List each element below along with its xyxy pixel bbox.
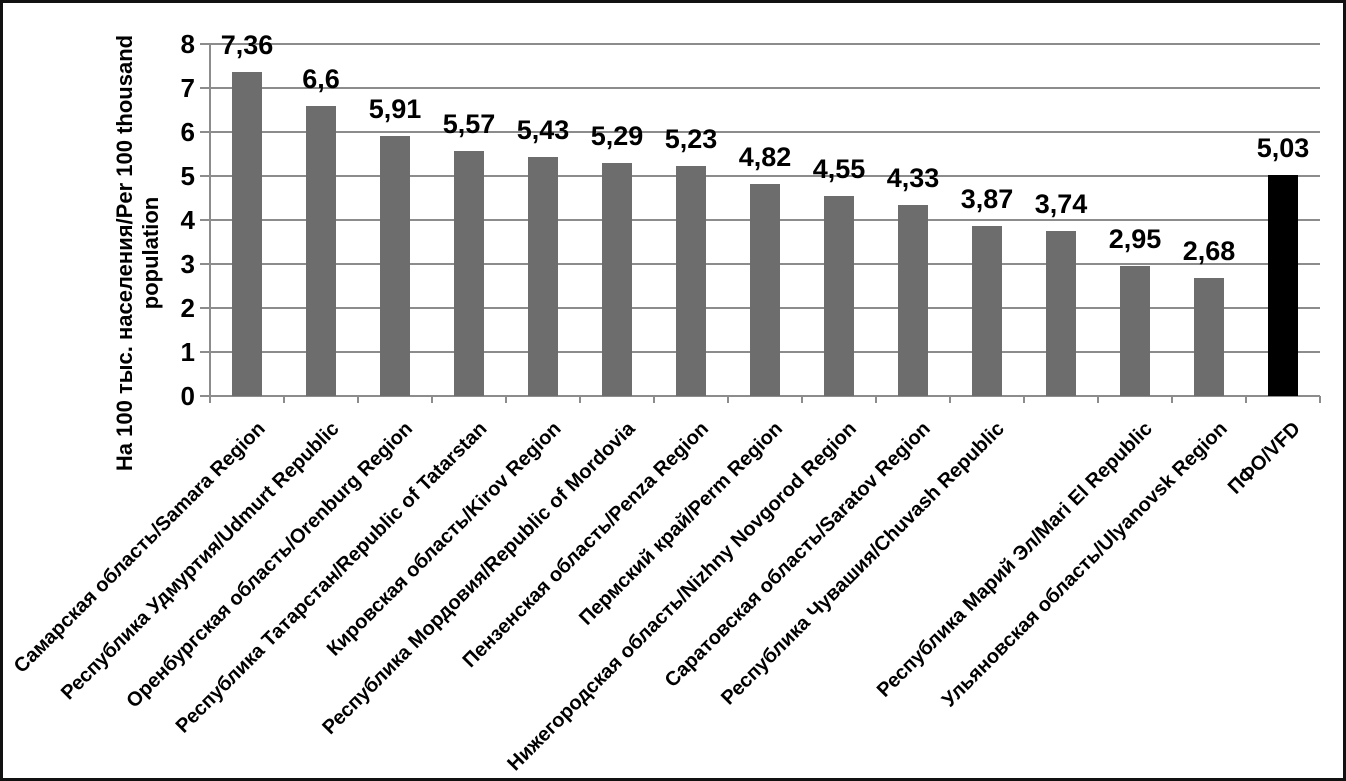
bar-value-label: 7,36 [220,30,274,60]
bar [1046,231,1076,396]
y-tick-label: 6 [180,117,195,147]
x-tick [505,396,507,403]
y-tick [200,263,210,265]
gridline [210,175,1320,177]
y-tick [200,307,210,309]
bar [750,184,780,396]
x-tick [949,396,951,403]
bar [306,106,336,396]
y-tick-label: 2 [180,293,195,323]
y-tick [200,219,210,221]
bar-value-label: 4,33 [886,163,940,193]
bar [898,205,928,396]
gridline [210,131,1320,133]
y-tick-label: 5 [180,161,195,191]
bar-value-label: 3,87 [960,184,1014,214]
x-tick [1097,396,1099,403]
bar-value-label: 2,95 [1108,224,1162,254]
x-tick [357,396,359,403]
y-tick [200,395,210,397]
y-tick [200,131,210,133]
gridline [210,87,1320,89]
x-tick [1171,396,1173,403]
bar [602,163,632,396]
bar [1120,266,1150,396]
y-tick [200,175,210,177]
x-tick [653,396,655,403]
bar-value-label: 5,03 [1256,133,1310,163]
x-tick [1023,396,1025,403]
x-axis-label: Республика Марий Эл/Mari El Republic [873,417,1158,702]
x-tick [1319,396,1321,403]
y-tick-label: 1 [180,337,195,367]
y-tick [200,351,210,353]
bar [824,196,854,396]
y-tick [200,87,210,89]
x-tick [801,396,803,403]
x-axis-label: Нижегородская область/Nizhny Novgorod Re… [503,417,862,776]
y-axis-line [209,44,211,396]
bar-value-label: 5,43 [516,115,570,145]
bar-value-label: 4,82 [738,142,792,172]
y-tick [200,43,210,45]
bar-value-label: 4,55 [812,154,866,184]
gridline [210,43,1320,45]
x-tick [579,396,581,403]
bar-value-label: 6,6 [302,64,340,94]
bar [1268,175,1298,396]
x-axis-label: ПФО/VFD [1224,417,1306,499]
x-tick [209,396,211,403]
x-axis-line [210,395,1320,397]
x-axis-label: Саратовская область/Saratov Region [661,417,936,692]
bar [972,226,1002,396]
bar-value-label: 5,29 [590,121,644,151]
x-tick [283,396,285,403]
bar [528,157,558,396]
y-tick-label: 3 [180,249,195,279]
bar-value-label: 3,74 [1034,189,1088,219]
bar-value-label: 5,57 [442,109,496,139]
y-tick-label: 0 [180,381,195,411]
x-tick [875,396,877,403]
y-tick-label: 7 [180,73,195,103]
x-tick [727,396,729,403]
bar [454,151,484,396]
bar [1194,278,1224,396]
y-tick-label: 8 [180,29,195,59]
bar-value-label: 5,23 [664,124,718,154]
x-tick [1245,396,1247,403]
x-axis-label: Республика Удмуртия/Udmurt Republic [56,417,344,705]
x-tick [431,396,433,403]
bar-value-label: 2,68 [1182,236,1236,266]
bar [380,136,410,396]
bar [676,166,706,396]
bar-value-label: 5,91 [368,94,422,124]
y-tick-label: 4 [180,205,195,235]
bar [232,72,262,396]
